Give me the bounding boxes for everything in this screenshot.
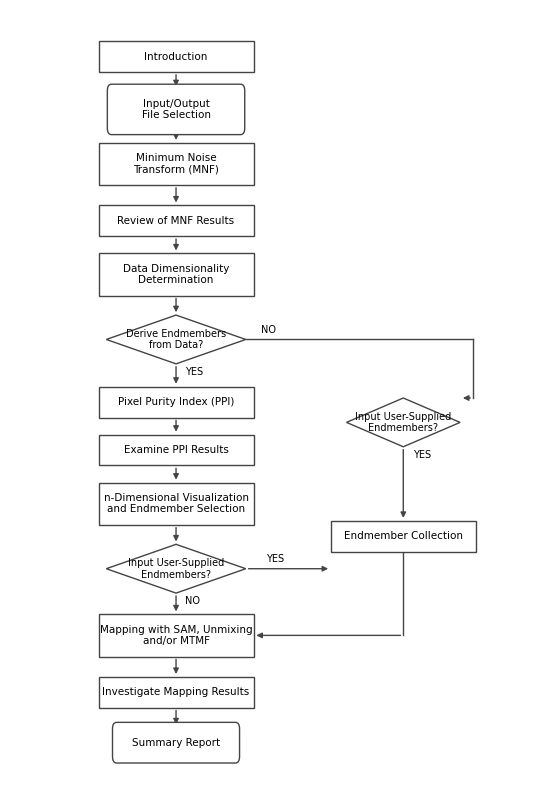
Text: Mapping with SAM, Unmixing
and/or MTMF: Mapping with SAM, Unmixing and/or MTMF xyxy=(100,625,252,646)
FancyBboxPatch shape xyxy=(98,41,253,72)
Text: YES: YES xyxy=(413,450,431,460)
FancyBboxPatch shape xyxy=(98,482,253,525)
Text: Pixel Purity Index (PPI): Pixel Purity Index (PPI) xyxy=(118,397,234,407)
Text: Endmember Collection: Endmember Collection xyxy=(344,531,463,541)
FancyBboxPatch shape xyxy=(112,722,239,763)
FancyBboxPatch shape xyxy=(98,205,253,236)
Text: Investigate Mapping Results: Investigate Mapping Results xyxy=(102,687,250,697)
Text: Input User-Supplied
Endmembers?: Input User-Supplied Endmembers? xyxy=(355,412,451,433)
Text: Input User-Supplied
Endmembers?: Input User-Supplied Endmembers? xyxy=(128,558,224,579)
Text: Examine PPI Results: Examine PPI Results xyxy=(124,445,229,455)
Text: YES: YES xyxy=(185,367,203,377)
Polygon shape xyxy=(107,544,246,593)
FancyBboxPatch shape xyxy=(98,615,253,657)
FancyBboxPatch shape xyxy=(98,253,253,295)
Text: Introduction: Introduction xyxy=(144,52,208,61)
Text: Minimum Noise
Transform (MNF): Minimum Noise Transform (MNF) xyxy=(133,153,219,174)
Text: Derive Endmembers
from Data?: Derive Endmembers from Data? xyxy=(126,329,226,350)
FancyBboxPatch shape xyxy=(98,387,253,418)
Text: Review of MNF Results: Review of MNF Results xyxy=(117,216,235,226)
Text: n-Dimensional Visualization
and Endmember Selection: n-Dimensional Visualization and Endmembe… xyxy=(103,493,249,514)
Text: Summary Report: Summary Report xyxy=(132,738,220,747)
Polygon shape xyxy=(346,398,460,447)
Text: NO: NO xyxy=(261,325,276,334)
Text: NO: NO xyxy=(185,596,200,607)
FancyBboxPatch shape xyxy=(331,521,476,552)
Polygon shape xyxy=(107,315,246,364)
Text: Input/Output
File Selection: Input/Output File Selection xyxy=(141,99,210,120)
Text: Data Dimensionality
Determination: Data Dimensionality Determination xyxy=(123,263,229,285)
FancyBboxPatch shape xyxy=(98,142,253,185)
Text: YES: YES xyxy=(266,554,285,564)
FancyBboxPatch shape xyxy=(108,84,245,135)
FancyBboxPatch shape xyxy=(98,677,253,708)
FancyBboxPatch shape xyxy=(98,435,253,466)
